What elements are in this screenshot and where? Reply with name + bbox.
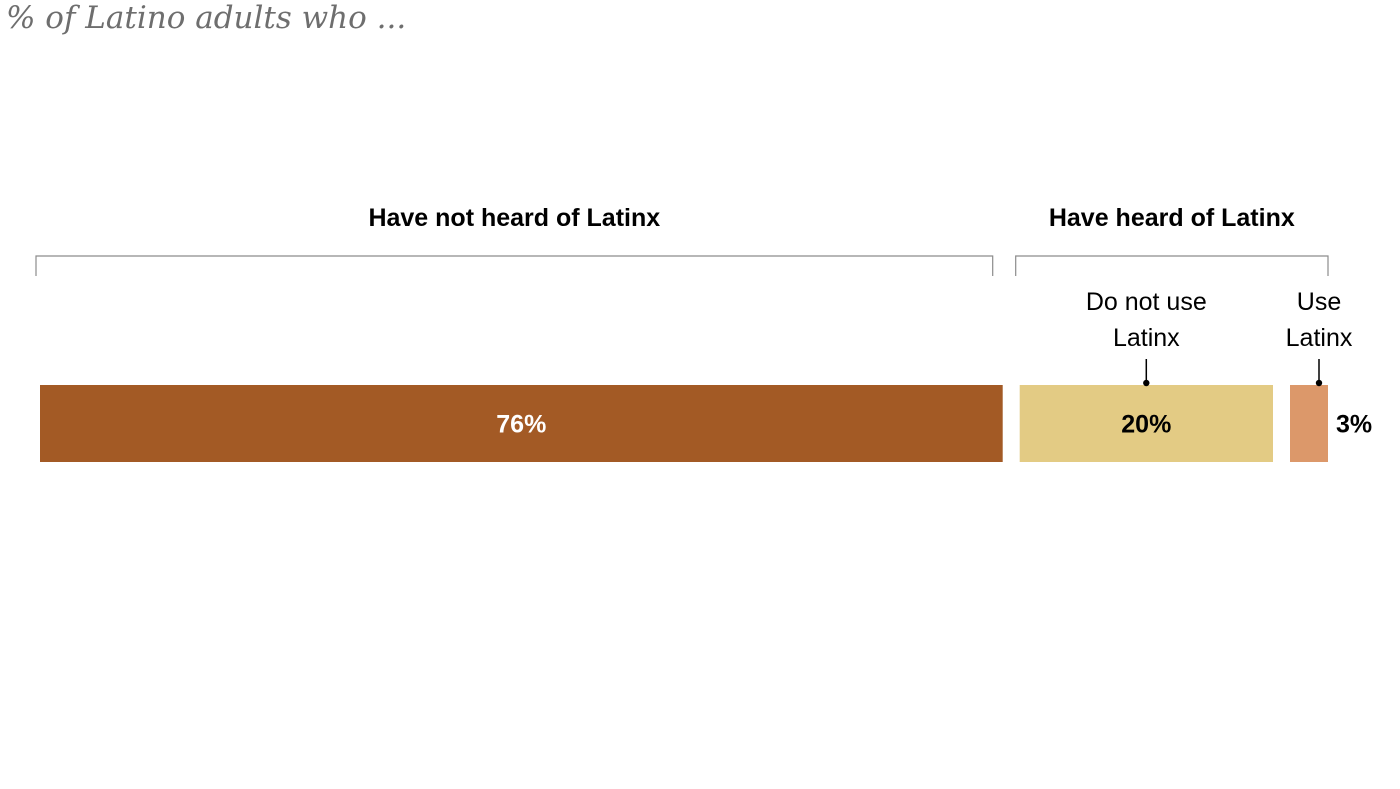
group-bracket-1 bbox=[1015, 255, 1329, 276]
leader-dot-2 bbox=[1315, 379, 1323, 387]
segment-leaders bbox=[1143, 359, 1323, 387]
value-label-2: 3% bbox=[1336, 411, 1372, 439]
bar-segments bbox=[40, 385, 1328, 462]
chart-subtitle: % of Latino adults who ... bbox=[6, 0, 407, 36]
group-labels: Have not heard of Latinx Have heard of La… bbox=[368, 204, 1294, 232]
segment-labels: Do not use Latinx Use Latinx bbox=[1086, 288, 1353, 352]
bar-segment-1 bbox=[1019, 385, 1273, 462]
bar-segment-0 bbox=[40, 385, 1003, 462]
leader-dot-1 bbox=[1143, 379, 1150, 387]
segment-name-2: Use Latinx bbox=[1286, 288, 1353, 352]
bar-segment-2 bbox=[1290, 385, 1328, 462]
group-label-1: Have heard of Latinx bbox=[1049, 204, 1295, 232]
value-labels: 76% 20% 3% bbox=[496, 411, 1372, 439]
value-label-1: 20% bbox=[1121, 411, 1171, 439]
value-label-0: 76% bbox=[496, 411, 546, 439]
segment-name-1: Do not use Latinx bbox=[1086, 288, 1207, 352]
group-label-0: Have not heard of Latinx bbox=[368, 204, 660, 232]
group-brackets bbox=[35, 255, 1329, 276]
group-bracket-0 bbox=[35, 255, 994, 276]
